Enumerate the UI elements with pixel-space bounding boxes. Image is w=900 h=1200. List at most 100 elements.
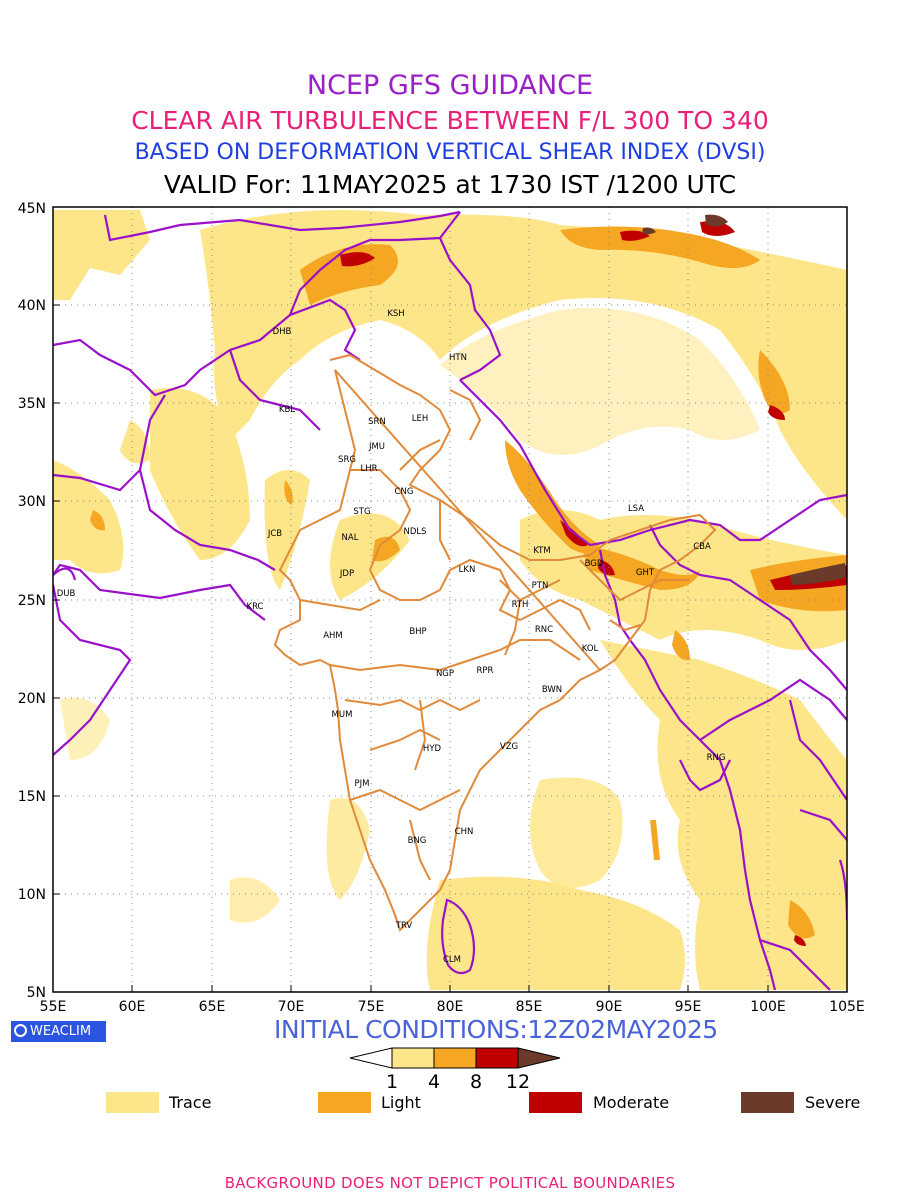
lon-label: 65E	[199, 999, 226, 1015]
station-label: DUB	[57, 589, 76, 599]
logo-text: WEACLIM	[30, 1024, 92, 1039]
country-boundaries	[53, 210, 847, 991]
logo-icon	[14, 1024, 27, 1037]
turbulence-field	[53, 207, 847, 992]
station-label: GHT	[636, 568, 655, 578]
station-label: LKN	[459, 565, 476, 575]
scale-light	[433, 1047, 477, 1069]
lon-label: 105E	[829, 999, 865, 1015]
station-label: LSA	[628, 504, 644, 514]
lat-label: 40N	[18, 298, 46, 314]
axis-ticks	[53, 304, 769, 992]
legend-swatch-trace	[106, 1092, 159, 1113]
lon-label: 100E	[750, 999, 786, 1015]
station-label: CBA	[693, 542, 711, 552]
title-valid-time: VALID For: 11MAY2025 at 1730 IST /1200 U…	[163, 170, 737, 199]
lat-label: 35N	[18, 396, 46, 412]
title-method: BASED ON DEFORMATION VERTICAL SHEAR INDE…	[134, 140, 766, 165]
station-label: VZG	[500, 742, 518, 752]
lat-label: 30N	[18, 494, 46, 510]
map-panel: 45N 40N 35N 30N 25N 20N 15N 10N 5N 55E 6…	[0, 195, 900, 1019]
lat-label: 5N	[27, 985, 46, 1001]
lon-label: 60E	[119, 999, 146, 1015]
station-label: KOL	[582, 644, 599, 654]
scale-moderate	[475, 1047, 519, 1069]
station-label: CLM	[443, 955, 461, 965]
station-label: NGP	[436, 669, 454, 679]
station-label: KSH	[387, 309, 404, 319]
station-label: LEH	[412, 414, 429, 424]
lat-label: 25N	[18, 593, 46, 609]
station-label: NDLS	[403, 527, 426, 537]
lat-label: 45N	[18, 201, 46, 217]
station-label: KTM	[533, 546, 550, 556]
scale-value: 8	[470, 1071, 482, 1090]
station-label: HYD	[423, 744, 442, 754]
station-label: RPR	[477, 666, 494, 676]
station-label: HTN	[449, 353, 467, 363]
station-label: BGD	[585, 559, 604, 569]
station-label: BHP	[409, 627, 426, 637]
station-label: CNG	[395, 487, 414, 497]
turbulence-map: 45N 40N 35N 30N 25N 20N 15N 10N 5N 55E 6…	[18, 201, 865, 1015]
scale-low-arrow	[349, 1047, 393, 1069]
lon-label: 95E	[675, 999, 702, 1015]
legend-swatch-severe	[741, 1092, 794, 1113]
station-label: KRC	[247, 602, 264, 612]
lat-label: 20N	[18, 691, 46, 707]
legend-label-severe: Severe	[805, 1093, 861, 1112]
lat-label: 15N	[18, 789, 46, 805]
legend-swatch-light	[318, 1092, 371, 1113]
station-label: AHM	[323, 631, 343, 641]
lon-label: 75E	[358, 999, 385, 1015]
station-label: SRG	[338, 455, 356, 465]
legend-swatch-moderate	[529, 1092, 582, 1113]
legend-label-trace: Trace	[169, 1093, 212, 1112]
scale-value: 12	[506, 1071, 530, 1090]
india-boundaries	[273, 353, 717, 932]
latitude-labels: 45N 40N 35N 30N 25N 20N 15N 10N 5N	[18, 201, 46, 1001]
lon-label: 90E	[596, 999, 623, 1015]
title-product: CLEAR AIR TURBULENCE BETWEEN F/L 300 TO …	[131, 106, 769, 135]
station-label: STG	[353, 507, 370, 517]
station-label: NAL	[342, 533, 359, 543]
scale-values: 1 4 8 12	[386, 1071, 530, 1090]
lat-label: 10N	[18, 887, 46, 903]
light-areas	[90, 226, 847, 939]
station-label: TRV	[395, 921, 413, 931]
disclaimer-footer: BACKGROUND DOES NOT DEPICT POLITICAL BOU…	[224, 1174, 676, 1192]
lon-label: 55E	[40, 999, 67, 1015]
station-label: PTN	[532, 581, 549, 591]
station-labels: KSH DHB HTN KBL SRN LEH JMU SRG LHR CNG …	[57, 309, 726, 965]
color-scale-bar: 1 4 8 12	[349, 1047, 561, 1090]
lon-label: 85E	[516, 999, 543, 1015]
station-label: RTH	[512, 600, 529, 610]
station-label: KBL	[279, 405, 295, 415]
station-label: SRN	[368, 417, 386, 427]
lon-label: 70E	[278, 999, 305, 1015]
station-label: DHB	[273, 327, 292, 337]
station-label: MUM	[332, 710, 353, 720]
station-label: RNG	[707, 753, 726, 763]
scale-value: 1	[386, 1071, 398, 1090]
station-label: PJM	[355, 779, 370, 789]
station-label: CHN	[455, 827, 474, 837]
lon-label: 80E	[437, 999, 464, 1015]
legend-label-moderate: Moderate	[593, 1093, 670, 1112]
scale-value: 4	[428, 1071, 440, 1090]
severe-areas	[642, 214, 845, 585]
longitude-labels: 55E 60E 65E 70E 75E 80E 85E 90E 95E 100E…	[40, 999, 865, 1015]
station-label: BWN	[542, 685, 562, 695]
scale-trace	[391, 1047, 435, 1069]
station-label: RNC	[535, 625, 553, 635]
title-guidance: NCEP GFS GUIDANCE	[306, 70, 594, 101]
station-label: LHR	[360, 464, 377, 474]
station-label: JCB	[267, 529, 282, 539]
initial-conditions: INITIAL CONDITIONS:12Z02MAY2025	[274, 1015, 718, 1044]
station-label: JMU	[368, 442, 385, 452]
scale-severe-arrow	[517, 1047, 561, 1069]
weaclim-logo: WEACLIM	[11, 1021, 106, 1042]
legend-label-light: Light	[381, 1093, 421, 1112]
station-label: BNG	[408, 836, 427, 846]
station-label: JDP	[339, 569, 354, 579]
